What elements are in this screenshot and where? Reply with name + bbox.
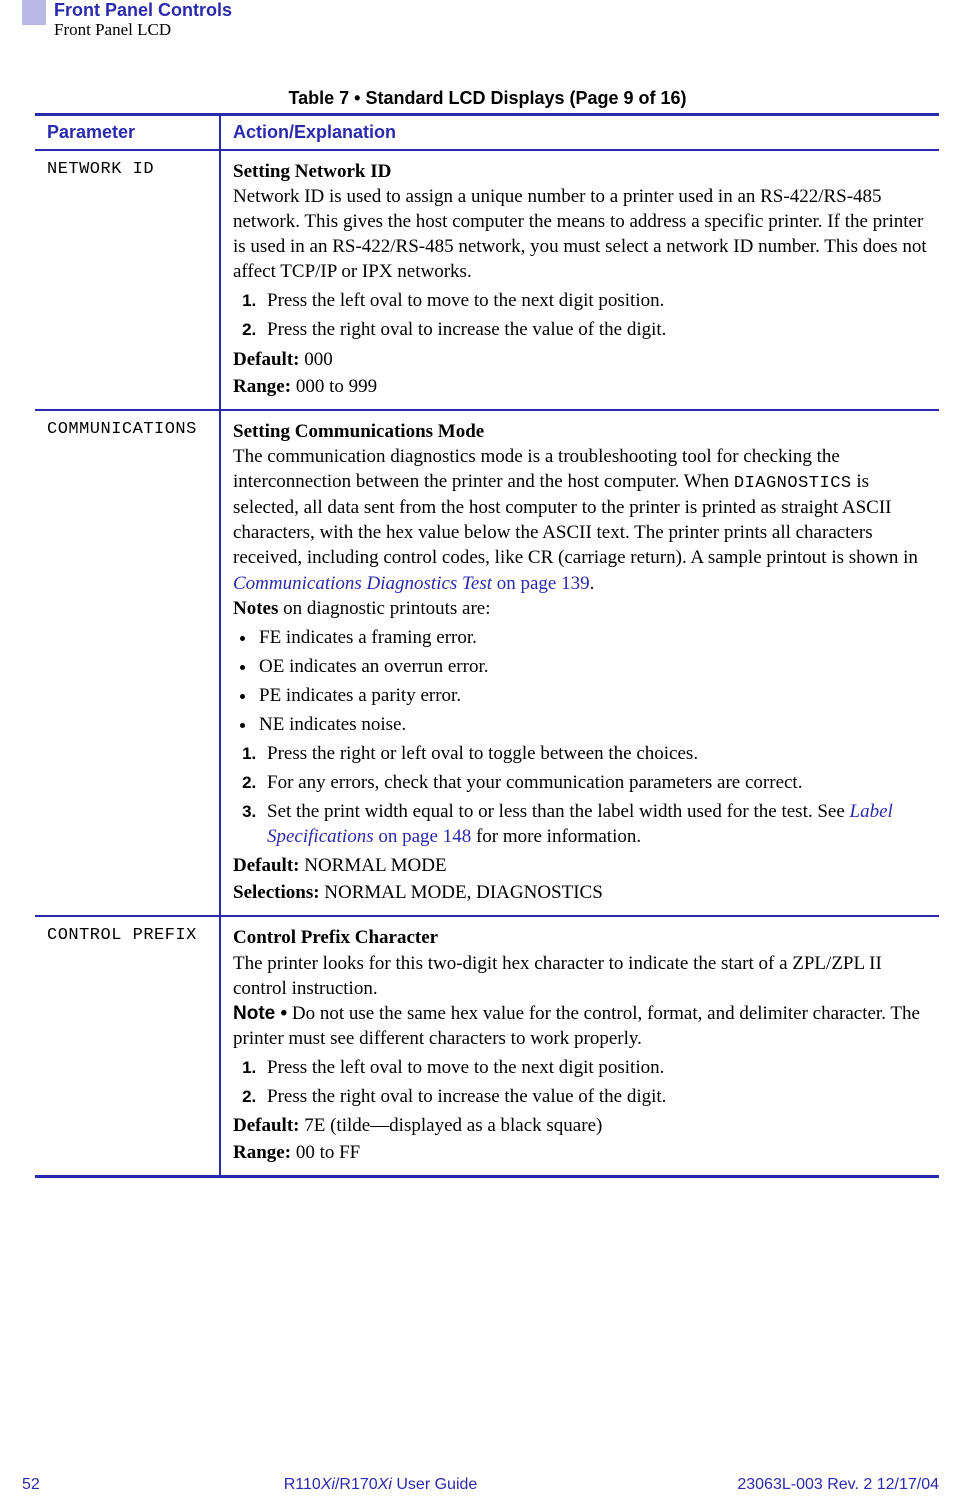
row-steps: Press the left oval to move to the next … [233,288,929,342]
row-title: Setting Network ID [233,161,391,182]
step-item: For any errors, check that your communic… [261,770,929,795]
bullet-item: FE indicates a framing error. [257,625,929,650]
row-body: Network ID is used to assign a unique nu… [233,184,929,284]
footer-doc-rev: 23063L-003 Rev. 2 12/17/04 [659,1476,939,1494]
param-action: Setting Network ID Network ID is used to… [220,150,939,410]
default-label: Default: [233,349,299,370]
step-item: Press the right or left oval to toggle b… [261,741,929,766]
inline-diagnostics: DIAGNOSTICS [734,474,852,493]
header-accent-tab [22,0,46,25]
bullet-item: NE indicates noise. [257,712,929,737]
row-body: The communication diagnostics mode is a … [233,444,929,596]
link-page-ref[interactable]: on page 148 [374,826,472,847]
bullet-item: OE indicates an overrun error. [257,654,929,679]
page-footer: 52 R110Xi/R170Xi User Guide 23063L-003 R… [22,1476,939,1494]
step-item: Press the right oval to increase the val… [261,317,929,342]
table-caption: Table 7 • Standard LCD Displays (Page 9 … [0,88,975,109]
page-header: Front Panel Controls Front Panel LCD [22,0,935,40]
selections-label: Selections: [233,882,320,903]
row-title: Control Prefix Character [233,927,438,948]
row-note: Note • Do not use the same hex value for… [233,1001,929,1051]
header-title: Front Panel Controls [54,0,232,20]
selections-value: NORMAL MODE, DIAGNOSTICS [320,882,603,903]
step-item: Press the right oval to increase the val… [261,1084,929,1109]
footer-guide-title: R110Xi/R170Xi User Guide [102,1476,659,1494]
notes-bullets: FE indicates a framing error. OE indicat… [233,625,929,737]
param-action: Setting Communications Mode The communic… [220,410,939,917]
footer-page-number: 52 [22,1476,102,1494]
param-name: NETWORK ID [35,150,220,410]
range-label: Range: [233,1142,291,1163]
table-row: COMMUNICATIONS Setting Communications Mo… [35,410,939,917]
bullet-item: PE indicates a parity error. [257,683,929,708]
default-value: 7E (tilde—displayed as a black square) [299,1115,602,1136]
default-label: Default: [233,1115,299,1136]
step-item: Set the print width equal to or less tha… [261,799,929,849]
range-value: 00 to FF [291,1142,360,1163]
table-row: CONTROL PREFIX Control Prefix Character … [35,916,939,1176]
default-value: NORMAL MODE [299,855,446,876]
range-value: 000 to 999 [291,376,377,397]
row-steps: Press the right or left oval to toggle b… [233,741,929,849]
default-label: Default: [233,855,299,876]
param-name: CONTROL PREFIX [35,916,220,1176]
param-name: COMMUNICATIONS [35,410,220,917]
step-item: Press the left oval to move to the next … [261,1055,929,1080]
row-steps: Press the left oval to move to the next … [233,1055,929,1109]
default-value: 000 [299,349,332,370]
param-action: Control Prefix Character The printer loo… [220,916,939,1176]
col-action: Action/Explanation [220,115,939,151]
range-label: Range: [233,376,291,397]
link-comm-diag[interactable]: Communications Diagnostics Test [233,573,492,594]
notes-line: Notes on diagnostic printouts are: [233,596,929,621]
lcd-table: Parameter Action/Explanation NETWORK ID … [35,113,939,1178]
link-page-ref[interactable]: on page 139 [492,573,590,594]
col-parameter: Parameter [35,115,220,151]
table-row: NETWORK ID Setting Network ID Network ID… [35,150,939,410]
row-body: The printer looks for this two-digit hex… [233,951,929,1001]
step-item: Press the left oval to move to the next … [261,288,929,313]
row-title: Setting Communications Mode [233,421,484,442]
table-header-row: Parameter Action/Explanation [35,115,939,151]
header-subtitle: Front Panel LCD [54,20,232,40]
